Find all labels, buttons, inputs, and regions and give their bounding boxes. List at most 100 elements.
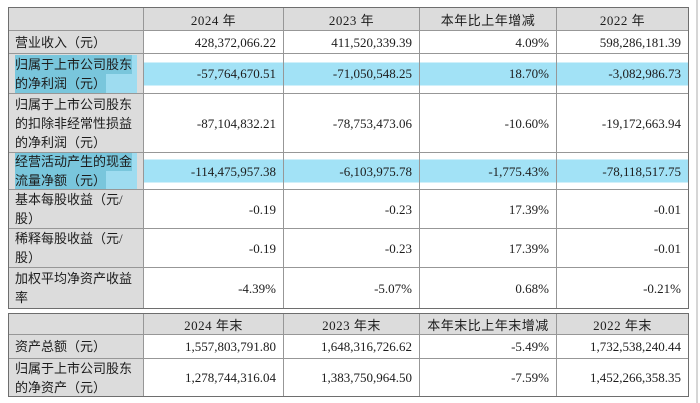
value-cell: -0.23 <box>284 229 420 267</box>
financial-summary-table: 2024 年 2023 年 本年比上年增减 2022 年营业收入（元） 428,372,… <box>8 7 689 309</box>
row-label: 资产总额（元） <box>15 339 107 354</box>
value-cell: 411,520,339.39 <box>284 31 420 53</box>
value-cell: -7.59% <box>420 359 557 396</box>
cell-value: -0.01 <box>653 240 681 256</box>
cell-value: -7.59% <box>511 370 549 385</box>
cell-value: -0.23 <box>384 240 412 256</box>
value-cell: -4.39% <box>144 268 284 308</box>
row-label-highlight: 加权平均净资产收益率 <box>15 269 137 307</box>
cell-value: 1,732,538,240.44 <box>590 339 681 354</box>
row-label-highlight: 资产总额（元） <box>15 337 106 356</box>
cell-value: -0.19 <box>248 201 276 217</box>
value-cell: -0.01 <box>557 190 688 228</box>
value-cell: -5.07% <box>284 268 420 308</box>
table-row: 基本每股收益（元/股） -0.19 -0.23 17.39% -0.01 <box>9 190 688 229</box>
value-cell: -19,172,663.94 <box>557 94 688 152</box>
cell-value: -3,082,986.73 <box>608 66 681 81</box>
table-row: 归属于上市公司股东的净资产（元） 1,278,744,316.04 1,383,75… <box>9 359 688 396</box>
row-label-highlight: 归属于上市公司股东的净利润（元） <box>15 54 137 93</box>
table-row: 加权平均净资产收益率 -4.39% -5.07% 0.68% -0.21% <box>9 268 688 308</box>
column-header-label: 2022 年末 <box>593 317 652 333</box>
table-row: 归属于上市公司股东的扣除非经常性损益的净利润（元） -87,104,832.21 -… <box>9 94 688 153</box>
cell-value: -10.60% <box>504 115 549 131</box>
cell-value: 1,383,750,964.50 <box>321 370 412 385</box>
column-header: 2022 年 <box>557 8 688 30</box>
column-header: 2023 年 <box>284 8 420 30</box>
cell-value: -57,764,670.51 <box>196 66 276 81</box>
table-row: 归属于上市公司股东的净利润（元） -57,764,670.51 -71,050,54… <box>9 54 688 94</box>
table-row: 稀释每股收益（元/股） -0.19 -0.23 17.39% -0.01 <box>9 229 688 268</box>
value-cell: -0.21% <box>557 268 688 308</box>
table-row: 资产总额（元） 1,557,803,791.80 1,648,316,726.62 -… <box>9 335 688 359</box>
cell-value: 1,278,744,316.04 <box>185 370 276 385</box>
row-label-highlight: 基本每股收益（元/股） <box>15 190 137 228</box>
column-header: 2024 年末 <box>144 314 284 334</box>
row-label: 经营活动产生的现金流量净额（元） <box>15 153 133 189</box>
cell-value: 1,648,316,726.62 <box>321 339 412 354</box>
cell-value: 17.39% <box>508 240 549 256</box>
cell-value: 1,557,803,791.80 <box>185 339 276 354</box>
value-cell: 17.39% <box>420 229 557 267</box>
value-cell: -57,764,670.51 <box>144 54 284 93</box>
row-label-highlight: 稀释每股收益（元/股） <box>15 229 137 267</box>
value-cell: -78,753,473.06 <box>284 94 420 152</box>
row-label-cell: 资产总额（元） <box>9 335 144 358</box>
value-cell: 1,278,744,316.04 <box>144 359 284 396</box>
year-end-balance-table: 2024 年末 2023 年末 本年末比上年末增减 2022 年末资产总额（元） 1,5… <box>8 313 689 397</box>
cell-value: -1,775.43% <box>488 163 549 179</box>
value-cell: -0.01 <box>557 229 688 267</box>
cell-value: -78,118,517.75 <box>602 163 681 179</box>
row-label-cell: 营业收入（元） <box>9 31 144 53</box>
row-label-highlight: 归属于上市公司股东的扣除非经常性损益的净利润（元） <box>15 95 137 152</box>
column-header-label: 2024 年末 <box>184 317 243 333</box>
cell-value: 598,286,181.39 <box>599 34 681 50</box>
value-cell: 18.70% <box>420 54 557 93</box>
column-header: 本年比上年增减 <box>420 8 557 30</box>
cell-value: -6,103,975.78 <box>339 163 412 179</box>
value-cell: -0.19 <box>144 190 284 228</box>
row-label-cell: 归属于上市公司股东的扣除非经常性损益的净利润（元） <box>9 94 144 152</box>
value-cell: -114,475,957.38 <box>144 153 284 189</box>
row-label: 归属于上市公司股东的扣除非经常性损益的净利润（元） <box>15 96 133 150</box>
cell-value: -19,172,663.94 <box>601 115 681 131</box>
row-label: 加权平均净资产收益率 <box>15 271 133 305</box>
column-header-label: 本年比上年增减 <box>440 12 536 28</box>
cell-value: -0.21% <box>643 280 681 296</box>
corner-cell <box>9 8 144 30</box>
column-header-label: 本年末比上年末增减 <box>427 317 549 333</box>
value-cell: -10.60% <box>420 94 557 152</box>
row-label-highlight: 经营活动产生的现金流量净额（元） <box>15 153 137 189</box>
row-label: 稀释每股收益（元/股） <box>15 231 123 265</box>
cell-value: -5.49% <box>511 339 549 354</box>
cell-value: -5.07% <box>374 280 412 296</box>
column-header: 2024 年 <box>144 8 284 30</box>
page-edge-line <box>696 0 698 403</box>
cell-value: -87,104,832.21 <box>196 115 276 131</box>
column-header: 2022 年末 <box>557 314 688 334</box>
column-header-label: 2022 年 <box>599 12 646 28</box>
cell-value: -0.01 <box>653 201 681 217</box>
column-header: 2023 年末 <box>284 314 420 334</box>
column-header-label: 2023 年 <box>328 12 375 28</box>
row-label: 归属于上市公司股东的净资产（元） <box>15 360 133 395</box>
column-header-label: 2023 年末 <box>322 317 381 333</box>
row-label-highlight: 归属于上市公司股东的净资产（元） <box>15 359 137 396</box>
row-label: 营业收入（元） <box>15 34 107 50</box>
cell-value: -114,475,957.38 <box>190 163 276 179</box>
cell-value: 17.39% <box>508 201 549 217</box>
cell-value: 4.09% <box>515 34 549 50</box>
value-cell: 1,732,538,240.44 <box>557 335 688 358</box>
value-cell: -71,050,548.25 <box>284 54 420 93</box>
row-label-cell: 基本每股收益（元/股） <box>9 190 144 228</box>
row-label: 归属于上市公司股东的净利润（元） <box>15 54 133 93</box>
value-cell: 1,383,750,964.50 <box>284 359 420 396</box>
cell-value: 0.68% <box>515 280 549 296</box>
cell-value: -0.23 <box>384 201 412 217</box>
row-label-cell: 加权平均净资产收益率 <box>9 268 144 308</box>
cell-value: 411,520,339.39 <box>331 34 412 50</box>
value-cell: 1,648,316,726.62 <box>284 335 420 358</box>
value-cell: 1,557,803,791.80 <box>144 335 284 358</box>
value-cell: -5.49% <box>420 335 557 358</box>
row-label-cell: 稀释每股收益（元/股） <box>9 229 144 267</box>
row-label: 基本每股收益（元/股） <box>15 192 123 226</box>
